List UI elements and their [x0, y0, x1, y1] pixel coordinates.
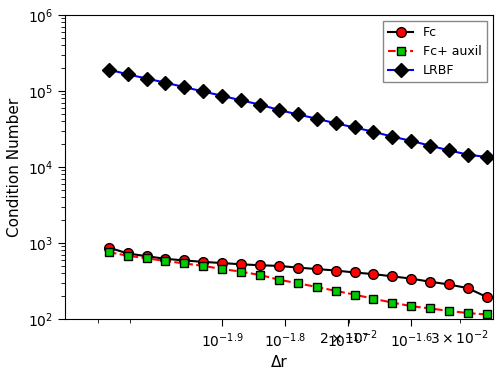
- Fc+ auxil: [200, 264, 206, 268]
- LRBF: [106, 67, 112, 72]
- Fc: [162, 256, 168, 261]
- Fc+ auxil: [314, 285, 320, 289]
- Fc: [219, 261, 225, 265]
- X-axis label: Δr: Δr: [270, 355, 287, 370]
- Line: Fc+ auxil: Fc+ auxil: [104, 248, 491, 319]
- LRBF: [144, 76, 150, 81]
- Fc+ auxil: [162, 259, 168, 263]
- Fc: [144, 254, 150, 259]
- Fc+ auxil: [390, 300, 396, 305]
- Fc+ auxil: [408, 304, 414, 308]
- Fc: [238, 262, 244, 267]
- Fc: [106, 245, 112, 250]
- Fc: [390, 274, 396, 279]
- Line: LRBF: LRBF: [104, 65, 492, 162]
- Legend: Fc, Fc+ auxil, LRBF: Fc, Fc+ auxil, LRBF: [383, 21, 487, 83]
- Fc: [124, 251, 130, 256]
- Fc+ auxil: [181, 261, 187, 266]
- Fc+ auxil: [106, 250, 112, 254]
- LRBF: [408, 139, 414, 143]
- LRBF: [390, 134, 396, 139]
- LRBF: [370, 129, 376, 134]
- LRBF: [314, 116, 320, 121]
- LRBF: [427, 143, 433, 148]
- Fc: [295, 265, 301, 270]
- LRBF: [200, 89, 206, 94]
- Fc+ auxil: [219, 267, 225, 271]
- Fc: [408, 276, 414, 281]
- LRBF: [295, 112, 301, 116]
- Fc+ auxil: [332, 289, 338, 293]
- Fc: [276, 264, 282, 268]
- Fc: [181, 258, 187, 263]
- Fc: [484, 295, 490, 299]
- LRBF: [219, 93, 225, 98]
- LRBF: [257, 102, 263, 107]
- Line: Fc: Fc: [104, 243, 492, 302]
- Fc+ auxil: [484, 312, 490, 317]
- Fc: [332, 268, 338, 273]
- LRBF: [465, 152, 471, 157]
- Fc+ auxil: [238, 270, 244, 274]
- LRBF: [484, 155, 490, 159]
- Fc+ auxil: [370, 296, 376, 301]
- LRBF: [332, 121, 338, 126]
- Fc+ auxil: [295, 281, 301, 286]
- Fc+ auxil: [446, 309, 452, 313]
- LRBF: [352, 125, 358, 130]
- Fc+ auxil: [427, 306, 433, 311]
- LRBF: [238, 98, 244, 103]
- LRBF: [124, 72, 130, 77]
- LRBF: [162, 80, 168, 85]
- Fc+ auxil: [257, 273, 263, 277]
- Fc: [314, 267, 320, 271]
- LRBF: [181, 85, 187, 89]
- Fc+ auxil: [276, 277, 282, 282]
- Fc: [427, 279, 433, 284]
- Fc+ auxil: [144, 256, 150, 261]
- LRBF: [276, 108, 282, 112]
- Fc+ auxil: [124, 253, 130, 258]
- Fc+ auxil: [352, 292, 358, 297]
- Fc+ auxil: [465, 311, 471, 315]
- LRBF: [446, 148, 452, 153]
- Fc: [465, 286, 471, 290]
- Fc: [446, 282, 452, 287]
- Fc: [352, 270, 358, 275]
- Fc: [257, 263, 263, 268]
- Fc: [200, 260, 206, 264]
- Y-axis label: Condition Number: Condition Number: [7, 97, 22, 236]
- Fc: [370, 272, 376, 276]
